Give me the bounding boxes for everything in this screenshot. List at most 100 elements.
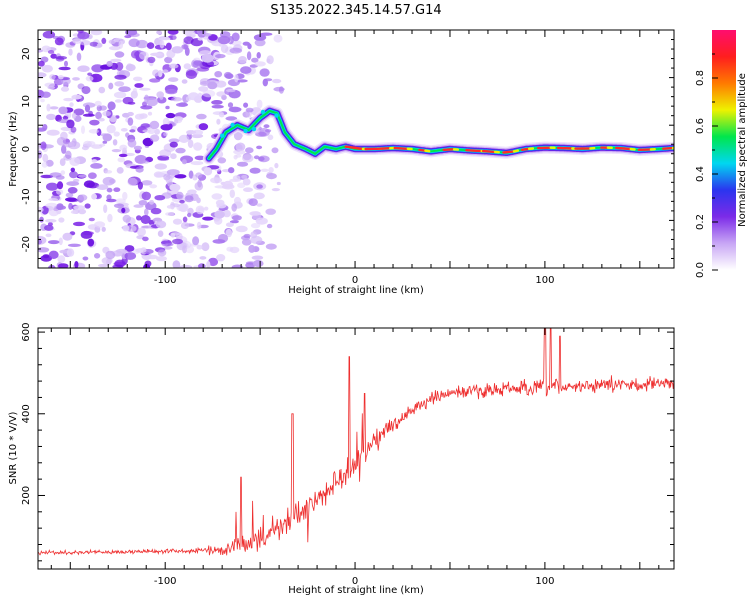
x-tick-label: 0 [352,576,358,587]
noise-blob [110,58,122,63]
noise-blob [241,174,248,179]
noise-blob [141,191,151,201]
y-tick-label: 400 [21,404,32,423]
snr-frame [37,327,675,570]
noise-blob [133,145,142,151]
noise-blob [88,172,97,179]
noise-blob [196,221,202,230]
noise-blob [38,239,42,245]
noise-blob [45,219,57,223]
noise-blob [38,60,45,67]
noise-blob [248,198,258,207]
noise-blob [154,163,167,170]
noise-blob [276,181,281,186]
noise-blob [139,87,151,91]
noise-blob [46,129,60,136]
noise-blob [250,235,263,244]
noise-blob [251,57,259,63]
noise-blob [49,74,56,80]
noise-blob [40,98,45,103]
spectrogram-noise [38,30,285,268]
noise-blob [102,110,112,117]
noise-blob [256,99,263,109]
noise-blob [140,123,151,128]
noise-blob [132,88,138,96]
noise-blob [164,242,174,247]
noise-blob [210,177,223,184]
noise-blob [127,177,138,186]
noise-blob [62,115,69,120]
noise-blob [245,107,254,113]
noise-blob [79,40,91,46]
noise-blob [157,230,164,237]
noise-blob [170,153,177,160]
noise-blob [214,71,223,78]
noise-blob [172,218,183,225]
noise-blob [41,45,51,53]
noise-blob [149,134,160,142]
noise-blob [106,258,112,266]
noise-blob [169,141,178,148]
noise-blob [187,189,197,195]
noise-blob [58,217,65,223]
x-tick-label: 100 [535,275,554,286]
noise-blob [256,203,263,207]
noise-blob [114,81,125,87]
noise-blob [69,102,74,107]
chart-title: S135.2022.345.14.57.G14 [270,3,441,18]
noise-blob [127,117,134,126]
noise-blob [194,155,206,161]
noise-blob [204,206,209,211]
noise-blob [243,102,249,108]
noise-blob [77,65,90,72]
noise-blob [175,147,186,154]
noise-blob [55,55,68,60]
noise-blob [165,112,176,119]
noise-blob [81,125,85,134]
colorbar: 0.0 0.2 0.4 0.6 0.8 Normalized spectral ampl… [695,30,748,278]
noise-blob [272,78,282,84]
noise-blob [122,214,131,223]
noise-blob [41,91,51,98]
noise-blob [232,175,241,181]
noise-blob [94,253,101,259]
noise-blob [113,187,121,192]
noise-blob [156,256,167,262]
noise-blob [47,85,55,90]
noise-blob [273,34,283,43]
noise-blob [116,167,124,174]
noise-blob [124,35,132,39]
noise-blob [42,30,56,39]
noise-blob [40,141,47,150]
noise-blob [165,212,175,216]
noise-blob [99,105,107,111]
noise-blob [118,153,128,158]
noise-blob [199,256,207,260]
noise-blob [186,130,194,135]
noise-blob [71,94,82,100]
noise-blob [83,180,95,188]
noise-blob [73,205,86,211]
noise-blob [70,167,76,173]
noise-blob [50,53,57,59]
noise-blob [130,125,137,131]
colorbar-tick-label: 0.6 [695,118,706,134]
noise-blob [135,166,144,173]
ridge-peak [481,149,497,154]
noise-blob [87,72,93,76]
noise-blob [118,86,131,93]
noise-blob [49,172,62,178]
noise-blob [114,99,122,103]
noise-blob [64,60,68,67]
noise-blob [72,77,80,81]
noise-blob [65,197,77,202]
noise-blob [236,161,249,167]
x-tick-label: -100 [154,576,177,587]
noise-blob [140,215,151,224]
noise-blob [96,184,109,191]
noise-blob [41,64,54,73]
ridge-peak [376,146,392,151]
noise-blob [219,113,225,118]
noise-blob [144,94,149,103]
